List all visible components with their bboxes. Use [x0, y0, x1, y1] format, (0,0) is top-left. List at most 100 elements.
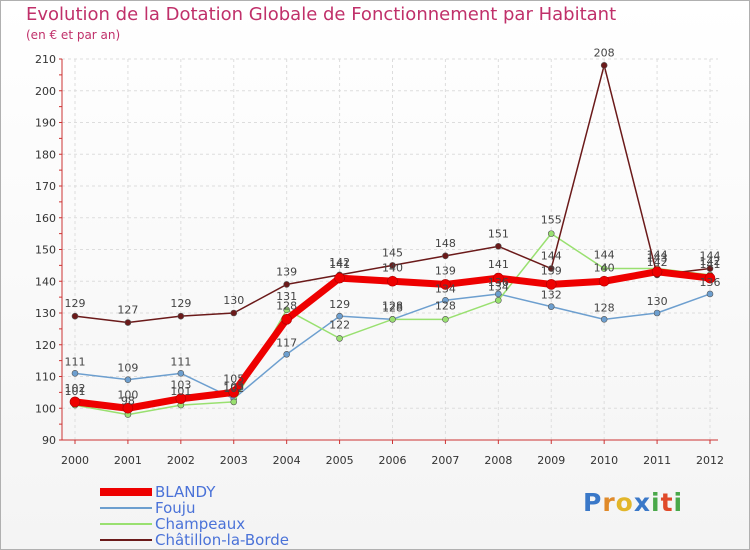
data-point [283, 306, 290, 314]
data-label: 102 [223, 382, 244, 395]
data-point [71, 370, 79, 377]
x-tick-label: 2002 [167, 454, 195, 467]
data-point [440, 279, 451, 290]
data-label: 145 [382, 246, 403, 259]
data-point [547, 265, 555, 272]
data-point [651, 266, 663, 278]
data-label: 128 [382, 299, 403, 312]
data-label: 142 [647, 256, 668, 269]
data-point [495, 296, 502, 304]
data-point [704, 272, 716, 284]
data-label: 134 [435, 282, 456, 295]
data-point [283, 281, 290, 288]
data-label: 131 [276, 290, 297, 303]
data-label: 136 [700, 276, 721, 289]
data-point [71, 312, 79, 320]
data-label: 122 [329, 318, 350, 331]
data-label: 134 [488, 280, 509, 293]
data-label: 101 [65, 385, 86, 398]
data-label: 127 [117, 304, 138, 317]
logo-letter: t [660, 488, 674, 517]
data-label: 103 [170, 379, 191, 392]
legend-label-fouju: Fouju [155, 499, 196, 517]
y-tick-label: 90 [42, 434, 56, 447]
data-point [442, 316, 449, 323]
data-point [547, 303, 555, 310]
data-label: 140 [594, 261, 615, 274]
data-point [336, 312, 343, 320]
data-point [545, 279, 557, 290]
data-label: 128 [382, 301, 403, 314]
data-point [283, 350, 290, 358]
chart-subtitle: (en € et par an) [26, 28, 121, 42]
data-point [389, 262, 396, 269]
x-tick-label: 2010 [590, 454, 618, 467]
proxiti-logo: Proxiti [583, 488, 683, 517]
data-point [69, 396, 81, 408]
logo-letter: i [673, 488, 684, 517]
data-label: 132 [541, 289, 562, 302]
data-label: 144 [700, 250, 721, 263]
data-label: 143 [647, 252, 668, 265]
data-point [334, 272, 345, 284]
data-label: 98 [121, 395, 135, 408]
data-point [653, 309, 661, 317]
data-point [389, 316, 396, 323]
legend-label-blandy: BLANDY [155, 483, 216, 501]
data-label: 139 [541, 264, 562, 277]
data-point [230, 309, 238, 317]
y-tick-label: 210 [35, 53, 56, 66]
data-label: 111 [65, 355, 86, 368]
y-tick-label: 130 [35, 307, 56, 320]
logo-letter: x [633, 488, 651, 517]
x-tick-label: 2012 [696, 454, 724, 467]
data-point [175, 393, 187, 405]
data-label: 136 [488, 276, 509, 289]
legend-swatch-champeaux [100, 523, 152, 525]
data-point [177, 370, 185, 377]
data-label: 151 [488, 227, 509, 240]
legend-swatch-fouju [100, 507, 152, 509]
data-label: 100 [117, 388, 138, 401]
x-tick-label: 2007 [431, 454, 459, 467]
data-label: 128 [594, 301, 615, 314]
data-point [706, 290, 714, 298]
data-label: 103 [223, 381, 244, 394]
data-point [547, 230, 555, 237]
data-label: 141 [488, 258, 509, 271]
legend-swatch-blandy [100, 488, 152, 496]
data-label: 208 [594, 46, 615, 59]
data-label: 144 [541, 250, 562, 263]
y-tick-label: 170 [35, 180, 56, 193]
y-tick-label: 190 [35, 117, 56, 130]
x-tick-label: 2006 [379, 454, 407, 467]
x-tick-label: 2011 [643, 454, 671, 467]
data-label: 111 [170, 355, 191, 368]
data-point [706, 265, 714, 272]
logo-letter: P [583, 488, 603, 517]
data-label: 109 [117, 362, 138, 375]
data-label: 144 [594, 249, 615, 262]
data-point [598, 275, 610, 287]
data-point [600, 265, 608, 272]
data-label: 140 [382, 261, 403, 274]
data-point [495, 243, 502, 250]
data-label: 142 [700, 255, 721, 268]
data-point [442, 252, 449, 260]
data-label: 117 [276, 336, 297, 349]
data-label: 129 [65, 297, 86, 310]
y-tick-label: 180 [35, 148, 56, 161]
x-tick-label: 2001 [114, 454, 142, 467]
data-point [124, 376, 132, 383]
x-tick-label: 2000 [61, 454, 89, 467]
logo-letter: o [615, 488, 634, 517]
logo-letter: r [602, 488, 616, 517]
y-tick-label: 160 [35, 212, 56, 225]
data-label: 141 [329, 258, 350, 271]
data-label: 129 [329, 298, 350, 311]
data-point [281, 314, 292, 325]
data-label: 155 [541, 214, 562, 227]
x-tick-label: 2008 [484, 454, 512, 467]
chart-title: Evolution de la Dotation Globale de Fonc… [26, 4, 617, 25]
data-point [124, 319, 132, 326]
